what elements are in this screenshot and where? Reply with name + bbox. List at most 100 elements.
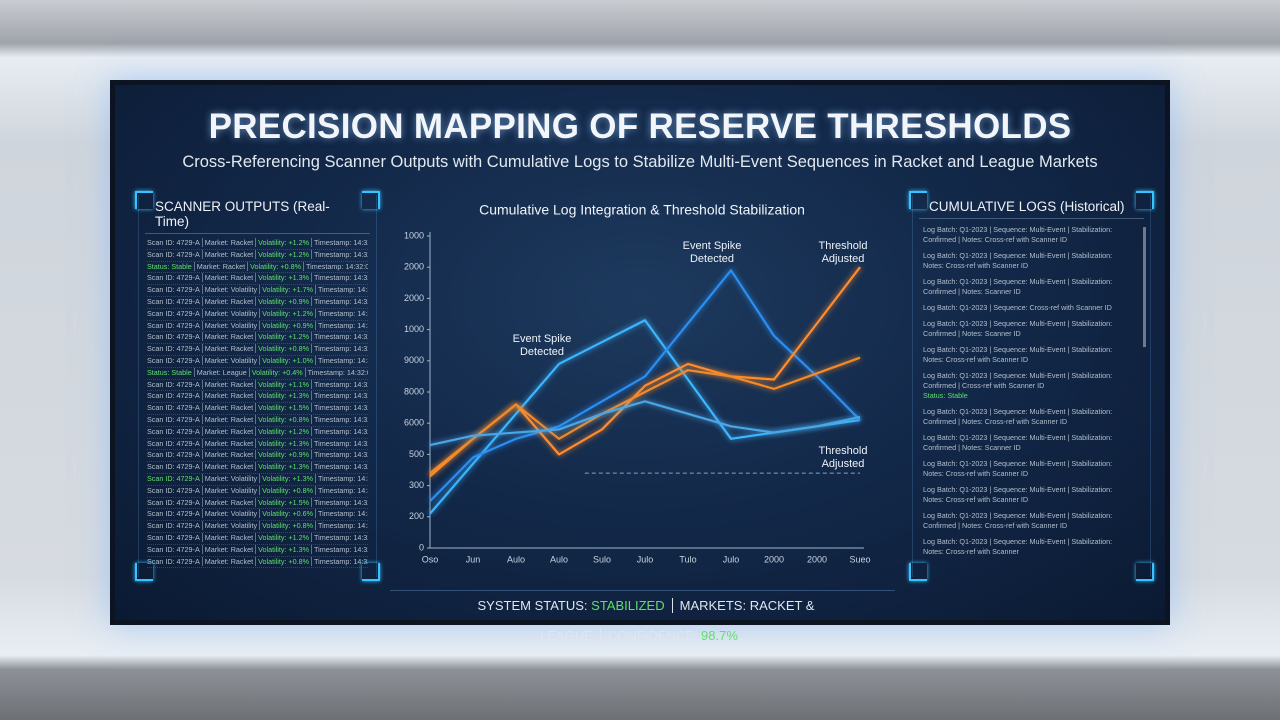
scanner-field: Market: Racket xyxy=(201,379,256,389)
log-entry: Log Batch: Q1-2023 | Sequence: Multi-Eve… xyxy=(923,407,1142,427)
scanner-field: Scan ID: 4729-A xyxy=(147,296,200,306)
scanner-row: Scan ID: 4729-A Market: Racket Volatility:… xyxy=(147,556,368,569)
status-label: MARKETS: xyxy=(679,598,747,613)
log-line: Log Batch: Q1-2023 | Sequence: Multi-Eve… xyxy=(923,319,1113,328)
log-line: Log Batch: Q1-2023 | Sequence: Cross-ref… xyxy=(923,303,1112,312)
scanner-field: Volatility: +1.2% xyxy=(259,308,316,318)
scanner-row: Scan ID: 4729-A Market: Racket Volatility:… xyxy=(147,344,368,356)
scanner-field: Timestamp: 14:32:07 xyxy=(311,379,368,389)
scanner-field: Volatility: +1.1% xyxy=(255,379,312,389)
log-line: Log Batch: Q1-2023 | Sequence: Multi-Eve… xyxy=(923,459,1113,468)
scanner-field: Scan ID: 4729-A xyxy=(147,332,200,342)
scanner-field: Timestamp: 14:32:07 xyxy=(311,238,368,247)
x-tick-label: Sueo xyxy=(849,554,870,564)
annotation: Event Spike xyxy=(513,333,572,345)
corner-bracket xyxy=(135,191,153,209)
scanner-field: Timestamp: 14:32:07 xyxy=(311,403,368,413)
scanner-field: Market: Racket xyxy=(201,462,256,472)
log-entry: Log Batch: Q1-2023 | Sequence: Multi-Eve… xyxy=(923,485,1142,505)
scanner-row: Scan ID: 4729-A Market: Racket Volatility:… xyxy=(147,273,368,286)
scanner-field: Volatility: +0.8% xyxy=(255,414,312,424)
log-line: Log Batch: Q1-2023 | Sequence: Multi-Eve… xyxy=(923,407,1113,416)
scanner-field: Market: Racket xyxy=(201,332,256,342)
scanner-field: Scan ID: 4729-A xyxy=(147,414,200,424)
corner-bracket xyxy=(909,191,927,209)
y-tick-label: 300 xyxy=(409,480,424,490)
log-entries: Log Batch: Q1-2023 | Sequence: Multi-Eve… xyxy=(913,225,1150,557)
scanner-row: Scan ID: 4729-A Market: Racket Volatility:… xyxy=(147,438,368,451)
series-line xyxy=(429,356,861,474)
scanner-field: Scan ID: 4729-A xyxy=(147,521,200,531)
log-entry: Log Batch: Q1-2023 | Sequence: Multi-Eve… xyxy=(923,371,1142,401)
panel-title: CUMULATIVE LOGS (Historical) xyxy=(919,195,1144,219)
series-line xyxy=(429,400,861,447)
log-entry: Log Batch: Q1-2023 | Sequence: Multi-Eve… xyxy=(923,511,1142,531)
scanner-field: Market: Racket xyxy=(193,261,248,271)
scanner-field: Timestamp: 14:32:07 xyxy=(311,249,368,259)
scanner-row: Status: Stable Market: Racket Volatility: … xyxy=(147,261,368,274)
log-line: Notes: Cross-ref with Scanner ID xyxy=(923,261,1029,270)
log-line: Confirmed | Notes: Scanner ID xyxy=(923,443,1021,452)
scanner-field: Scan ID: 4729-A xyxy=(147,473,200,483)
scanner-field: Timestamp: 14:32:07 xyxy=(311,344,368,354)
corner-bracket xyxy=(1136,191,1154,209)
x-tick-label: Oso xyxy=(422,554,439,564)
scanner-row: Scan ID: 4729-A Market: Racket Volatility:… xyxy=(147,497,368,510)
scanner-field: Timestamp: 14:32:07 xyxy=(303,261,368,271)
scanner-row: Scan ID: 4729-A Market: Racket Volatility:… xyxy=(147,414,368,427)
scanner-row: Status: Stable Market: League Volatility: … xyxy=(147,367,368,380)
scanner-field: Scan ID: 4729-A xyxy=(147,532,200,542)
annotation: Threshold xyxy=(819,240,868,252)
status-value: STABILIZED xyxy=(591,598,665,613)
scanner-field: Timestamp: 14:32:07 xyxy=(311,426,368,436)
scanner-field: Status: Stable xyxy=(147,367,192,377)
scanner-field: Volatility: +1.0% xyxy=(259,355,316,365)
scanner-field: Scan ID: 4729-A xyxy=(147,355,200,365)
log-line: Confirmed | Notes: Cross-ref with Scanne… xyxy=(923,417,1068,426)
status-item: SYSTEM STATUS: STABILIZED xyxy=(471,598,672,613)
scanner-field: Market: Racket xyxy=(201,532,256,542)
y-tick-label: 8000 xyxy=(404,386,424,396)
annotation: Adjusted xyxy=(822,253,865,265)
series-line xyxy=(429,266,861,478)
scanner-field: Timestamp: 14:32:07 xyxy=(315,355,368,365)
scanner-row: Scan ID: 4729-A Market: Racket Volatility:… xyxy=(147,296,368,309)
scanner-field: Market: Racket xyxy=(201,497,256,507)
log-entry: Log Batch: Q1-2023 | Sequence: Multi-Eve… xyxy=(923,251,1142,271)
scanner-field: Volatility: +0.8% xyxy=(259,521,316,531)
scanner-field: Market: League xyxy=(193,367,249,377)
scanner-field: Volatility: +1.3% xyxy=(255,438,312,448)
y-tick-label: 6000 xyxy=(404,418,424,428)
scanner-field: Timestamp: 14:32:07 xyxy=(311,296,368,306)
scanner-row: Scan ID: 4729-A Market: Racket Volatility:… xyxy=(147,426,368,439)
log-line: Log Batch: Q1-2023 | Sequence: Multi-Eve… xyxy=(923,345,1113,354)
scanner-field: Timestamp: 14:32:07 xyxy=(311,450,368,460)
scanner-field: Volatility: +1.2% xyxy=(255,332,312,342)
log-entry: Log Batch: Q1-2023 | Sequence: Multi-Eve… xyxy=(923,459,1142,479)
scanner-row: Scan ID: 4729-A Market: Racket Volatility:… xyxy=(147,379,368,392)
scanner-field: Volatility: +1.2% xyxy=(255,238,312,247)
scanner-field: Volatility: +0.9% xyxy=(259,320,316,330)
log-line: Confirmed | Notes: Scanner ID xyxy=(923,329,1021,338)
scanner-row: Scan ID: 4729-A Market: Racket Volatility:… xyxy=(147,403,368,415)
scanner-field: Timestamp: 14:32:07 xyxy=(315,521,368,531)
scanner-row: Scan ID: 4729-A Market: Racket Volatility:… xyxy=(147,391,368,404)
scanner-field: Scan ID: 4729-A xyxy=(147,285,200,295)
scanner-field: Scan ID: 4729-A xyxy=(147,391,200,401)
scanner-field: Timestamp: 14:32:07 xyxy=(311,556,368,566)
scanner-field: Timestamp: 14:32:07 xyxy=(311,544,368,554)
status-value: 98.7% xyxy=(701,628,738,643)
scanner-field: Market: Racket xyxy=(201,438,256,448)
scanner-panel: SCANNER OUTPUTS (Real-Time) Scan ID: 472… xyxy=(135,191,380,581)
scanner-field: Scan ID: 4729-A xyxy=(147,320,200,330)
scanner-field: Timestamp: 14:32:07 xyxy=(315,320,368,330)
scanner-row: Scan ID: 4729-A Market: Volatility Volatil… xyxy=(147,485,368,498)
log-entry: Log Batch: Q1-2023 | Sequence: Multi-Eve… xyxy=(923,319,1142,339)
log-line: Log Batch: Q1-2023 | Sequence: Multi-Eve… xyxy=(923,537,1113,546)
scanner-field: Market: Racket xyxy=(201,403,256,413)
corner-bracket xyxy=(135,563,153,581)
scanner-row: Scan ID: 4729-A Market: Racket Volatility:… xyxy=(147,332,368,345)
scanner-field: Market: Racket xyxy=(201,414,256,424)
scanner-field: Volatility: +1.3% xyxy=(255,273,312,283)
